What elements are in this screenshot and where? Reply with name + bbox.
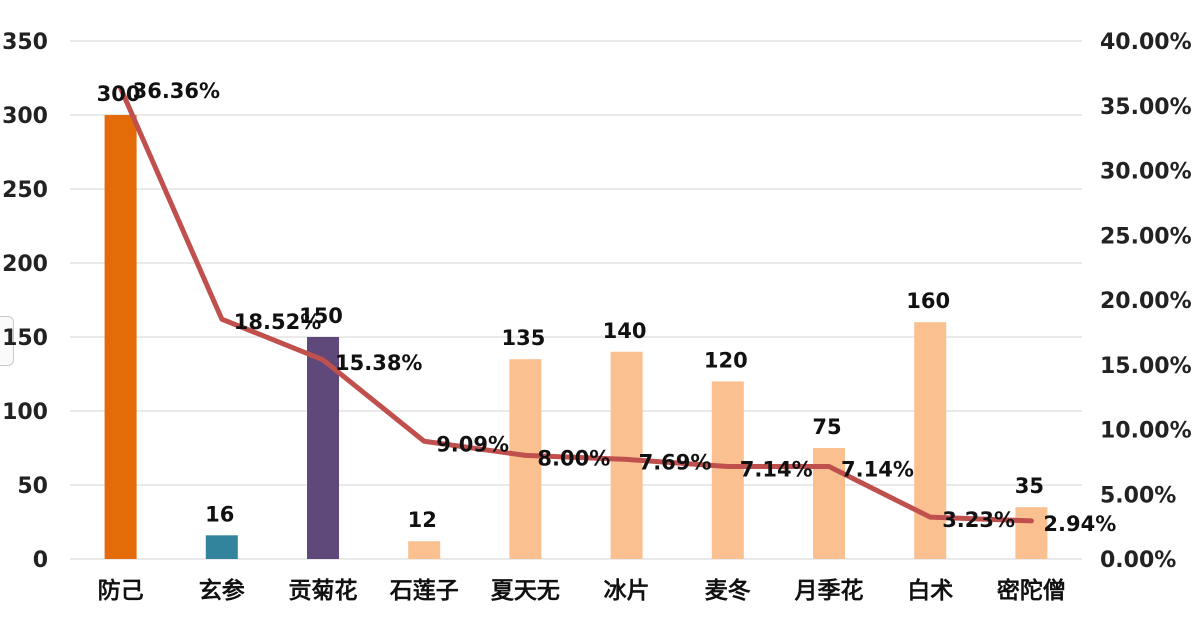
y-right-tick-label: 0.00% xyxy=(1100,548,1176,573)
line-value-label: 2.94% xyxy=(1043,512,1116,536)
bar-value-label: 300 xyxy=(97,82,141,106)
y-left-tick-label: 250 xyxy=(2,178,48,203)
line-value-label: 7.14% xyxy=(740,458,813,482)
bar xyxy=(307,337,339,559)
line-value-label: 9.09% xyxy=(436,432,509,456)
bar xyxy=(1015,507,1048,559)
bar xyxy=(711,381,744,559)
bar xyxy=(509,359,542,559)
y-right-tick-label: 10.00% xyxy=(1100,419,1192,444)
category-label: 石莲子 xyxy=(389,578,459,604)
line-value-label: 18.52% xyxy=(234,310,321,334)
y-left-tick-label: 100 xyxy=(2,400,48,425)
y-right-tick-label: 30.00% xyxy=(1100,160,1192,185)
bar-value-label: 140 xyxy=(603,319,647,343)
category-label: 夏天无 xyxy=(491,578,560,604)
side-panel-tab[interactable] xyxy=(0,316,14,366)
y-right-tick-label: 20.00% xyxy=(1100,289,1192,314)
bar xyxy=(104,115,137,559)
bar-value-label: 12 xyxy=(408,508,437,532)
bar-value-label: 150 xyxy=(299,304,343,328)
y-left-tick-label: 350 xyxy=(2,30,48,55)
y-left-tick-label: 0 xyxy=(33,548,48,573)
y-left-tick-label: 200 xyxy=(2,252,48,277)
bar xyxy=(408,541,441,559)
category-label: 月季花 xyxy=(794,578,864,604)
category-label: 密陀僧 xyxy=(997,577,1066,604)
category-label: 贡菊花 xyxy=(289,578,358,604)
bar xyxy=(610,351,643,559)
y-right-tick-label: 35.00% xyxy=(1100,95,1192,120)
y-left-tick-label: 50 xyxy=(17,474,48,499)
bar-value-label: 75 xyxy=(812,415,841,439)
category-label: 冰片 xyxy=(604,578,650,604)
bar-value-label: 120 xyxy=(704,348,748,372)
line-value-label: 3.23% xyxy=(942,508,1015,532)
line-value-label: 7.14% xyxy=(841,458,914,482)
percentage-line xyxy=(118,85,1034,524)
bar-value-label: 160 xyxy=(906,289,950,313)
y-left-tick-label: 300 xyxy=(2,104,48,129)
bar xyxy=(205,535,238,559)
y-right-tick-label: 25.00% xyxy=(1100,224,1192,249)
category-label: 白术 xyxy=(907,577,953,604)
category-label: 玄参 xyxy=(199,577,245,604)
category-label: 麦冬 xyxy=(705,577,751,604)
y-right-tick-label: 15.00% xyxy=(1100,354,1192,379)
line-value-label: 7.69% xyxy=(639,450,712,474)
category-label: 防己 xyxy=(98,577,144,604)
line-value-label: 36.36% xyxy=(133,79,220,103)
y-left-tick-label: 150 xyxy=(2,326,48,351)
bar-value-label: 35 xyxy=(1015,474,1044,498)
bar-value-label: 135 xyxy=(501,326,545,350)
y-right-tick-label: 5.00% xyxy=(1100,483,1176,508)
bar-value-label: 16 xyxy=(205,502,234,526)
line-value-label: 15.38% xyxy=(335,351,422,375)
line-value-label: 8.00% xyxy=(537,446,610,470)
y-right-tick-label: 40.00% xyxy=(1100,30,1192,55)
